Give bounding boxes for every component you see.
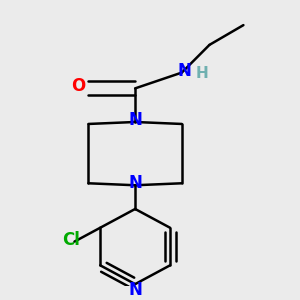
Text: N: N bbox=[177, 61, 191, 80]
Text: N: N bbox=[128, 174, 142, 192]
Text: O: O bbox=[71, 77, 85, 95]
Text: N: N bbox=[128, 281, 142, 299]
Text: H: H bbox=[196, 66, 208, 81]
Text: N: N bbox=[128, 111, 142, 129]
Text: Cl: Cl bbox=[62, 231, 80, 249]
